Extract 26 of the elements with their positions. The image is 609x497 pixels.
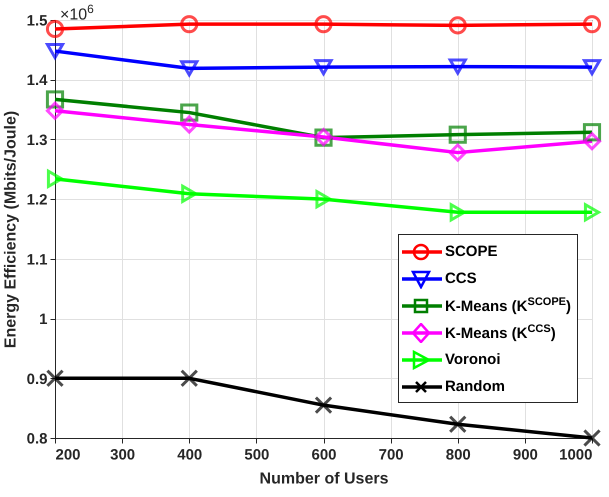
- legend-label: K-Means (K$^{SCOPE}$): [444, 296, 571, 315]
- x-tick-label: 600: [311, 446, 337, 464]
- x-tick-label: 400: [177, 446, 202, 464]
- y-tick-label: 1.2: [26, 192, 48, 209]
- annotation: ×10$^{6}$: [60, 1, 94, 24]
- x-tick-label: 1000: [559, 446, 592, 464]
- y-tick-label: 0.8: [26, 430, 48, 448]
- y-tick-label: 1.4: [26, 72, 48, 90]
- legend-label: K-Means (K$^{CCS}$): [444, 323, 556, 342]
- y-tick-label: 1.3: [26, 132, 48, 149]
- x-tick-label: 200: [56, 446, 81, 464]
- legend-label: CCS: [444, 270, 477, 287]
- x-tick-label: 800: [446, 446, 471, 464]
- y-tick-label: 0.9: [26, 370, 48, 388]
- x-tick-label: 900: [512, 446, 538, 464]
- y-axis-title: Energy Efficiency (Mbits/Joule): [2, 110, 20, 348]
- y-tick-label: 1.5: [26, 12, 48, 30]
- y-tick-label: 1: [39, 311, 48, 328]
- x-axis-title: Number of Users: [260, 470, 389, 488]
- y-tick-label: 1.1: [26, 251, 48, 268]
- x-tick-label: 500: [244, 446, 270, 464]
- x-tick-label: 700: [378, 446, 404, 464]
- legend-label: SCOPE: [444, 243, 498, 260]
- legend-label: Random: [444, 378, 505, 395]
- legend-label: Voronoi: [444, 351, 501, 368]
- x-tick-label: 300: [110, 446, 136, 464]
